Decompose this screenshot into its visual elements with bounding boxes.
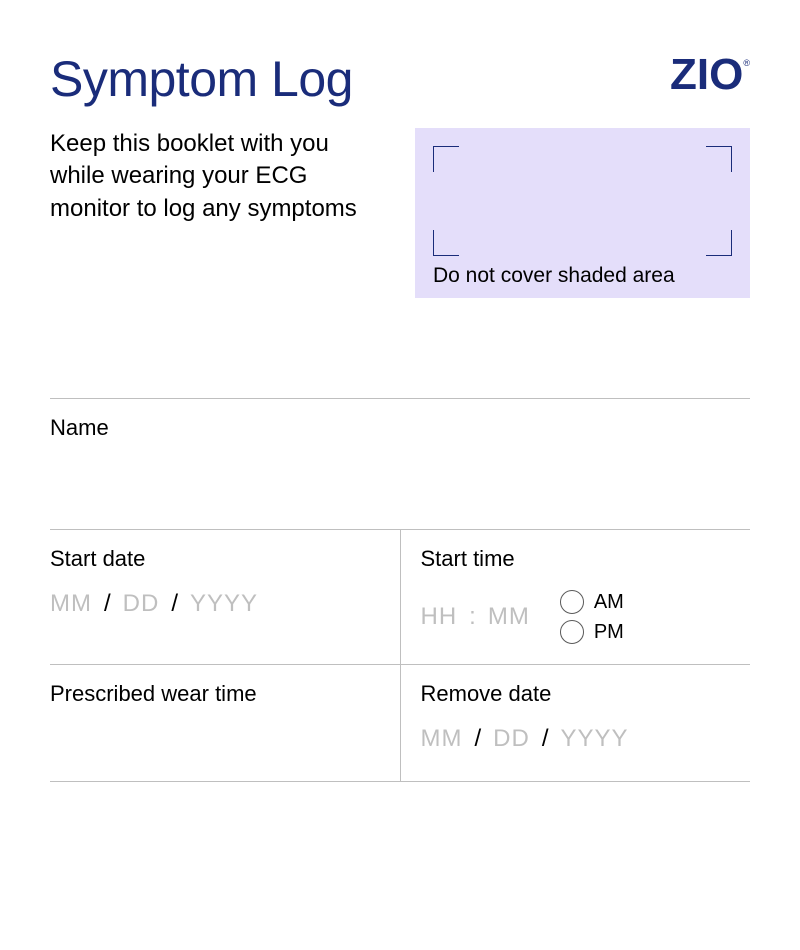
corner-bottom-right-icon bbox=[706, 230, 732, 256]
start-date-yyyy-placeholder: YYYY bbox=[190, 590, 258, 618]
corner-top-left-icon bbox=[433, 146, 459, 172]
wear-time-label: Prescribed wear time bbox=[50, 681, 380, 707]
start-date-mm-placeholder: MM bbox=[50, 590, 92, 618]
date-separator: / bbox=[104, 590, 111, 618]
radio-circle-icon bbox=[560, 590, 584, 614]
logo-text: ZIO bbox=[670, 50, 743, 100]
start-row: Start date MM / DD / YYYY Start time HH … bbox=[50, 530, 750, 665]
corner-bottom-left-icon bbox=[433, 230, 459, 256]
shaded-area-box: Do not cover shaded area bbox=[415, 128, 750, 298]
remove-date-dd-placeholder: DD bbox=[493, 725, 530, 753]
intro-text: Keep this booklet with you while wearing… bbox=[50, 128, 385, 225]
pm-label: PM bbox=[594, 621, 624, 644]
remove-date-cell: Remove date MM / DD / YYYY bbox=[401, 665, 751, 781]
remove-date-yyyy-placeholder: YYYY bbox=[561, 725, 629, 753]
start-date-input[interactable]: MM / DD / YYYY bbox=[50, 590, 380, 618]
intro-row: Keep this booklet with you while wearing… bbox=[50, 128, 750, 298]
start-date-label: Start date bbox=[50, 546, 380, 572]
brand-logo: ZIO® bbox=[670, 50, 750, 100]
start-time-input[interactable]: HH : MM bbox=[421, 603, 530, 631]
wear-time-cell: Prescribed wear time bbox=[50, 665, 401, 781]
radio-circle-icon bbox=[560, 620, 584, 644]
am-label: AM bbox=[594, 591, 624, 614]
start-time-mm-placeholder: MM bbox=[488, 603, 530, 631]
corner-top-right-icon bbox=[706, 146, 732, 172]
start-date-cell: Start date MM / DD / YYYY bbox=[50, 530, 401, 664]
shaded-caption: Do not cover shaded area bbox=[433, 264, 732, 288]
pm-radio[interactable]: PM bbox=[560, 620, 624, 644]
name-label: Name bbox=[50, 415, 750, 441]
form-section: Name Start date MM / DD / YYYY Start tim… bbox=[50, 398, 750, 782]
remove-date-input[interactable]: MM / DD / YYYY bbox=[421, 725, 751, 753]
remove-date-label: Remove date bbox=[421, 681, 751, 707]
start-time-label: Start time bbox=[421, 546, 751, 572]
start-time-hh-placeholder: HH bbox=[421, 603, 458, 631]
date-separator: / bbox=[542, 725, 549, 753]
date-separator: / bbox=[171, 590, 178, 618]
page-title: Symptom Log bbox=[50, 50, 353, 108]
ampm-group: AM PM bbox=[560, 590, 624, 644]
logo-registered-mark: ® bbox=[743, 58, 750, 68]
date-separator: / bbox=[474, 725, 481, 753]
time-separator: : bbox=[469, 603, 476, 631]
name-field-row: Name bbox=[50, 399, 750, 530]
wear-remove-row: Prescribed wear time Remove date MM / DD… bbox=[50, 665, 750, 782]
header: Symptom Log ZIO® bbox=[50, 50, 750, 108]
start-date-dd-placeholder: DD bbox=[123, 590, 160, 618]
start-time-cell: Start time HH : MM AM PM bbox=[401, 530, 751, 664]
remove-date-mm-placeholder: MM bbox=[421, 725, 463, 753]
crop-corners bbox=[433, 146, 732, 256]
am-radio[interactable]: AM bbox=[560, 590, 624, 614]
